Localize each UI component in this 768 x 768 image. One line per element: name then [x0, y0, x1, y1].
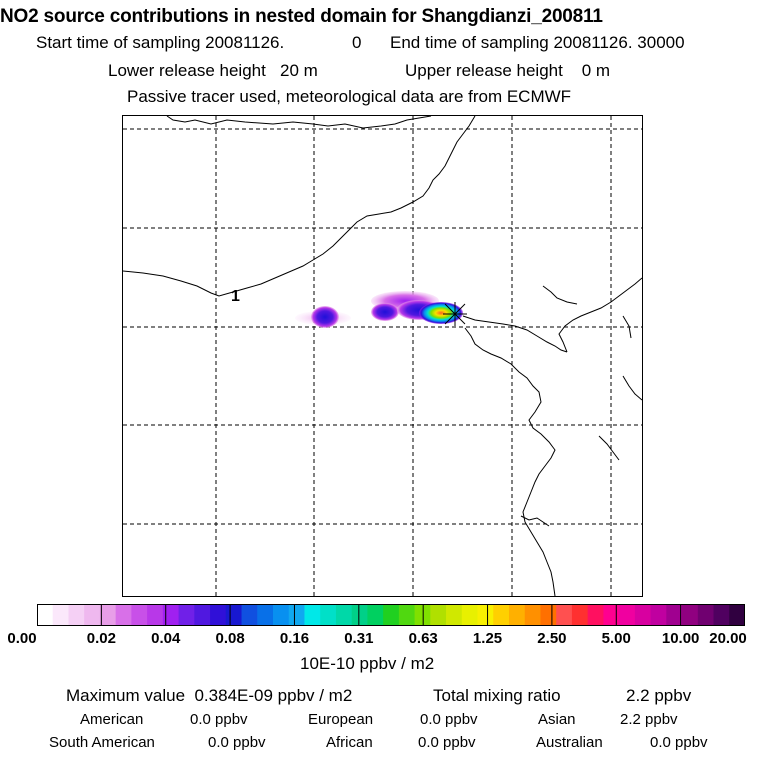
colorbar-swatch: [320, 604, 337, 626]
plume-source-core: [419, 302, 463, 324]
region-value-american: 0.0 ppbv: [190, 711, 248, 728]
colorbar-tick-label: 0.04: [151, 630, 181, 647]
colorbar-swatch: [99, 604, 117, 626]
start-time-value: 0: [352, 33, 362, 52]
region-name-american: American: [80, 711, 144, 728]
map-coastlines: [123, 116, 642, 596]
colorbar-swatch: [194, 604, 211, 626]
upper-release-height: Upper release height 0 m: [405, 61, 611, 80]
colorbar-tick-label: 10.00: [661, 630, 700, 647]
colorbar-swatch: [131, 604, 148, 626]
tracer-note: Passive tracer used, meteorological data…: [127, 87, 572, 106]
colorbar-swatch: [257, 604, 274, 626]
region-value-australian: 0.0 ppbv: [650, 734, 708, 751]
colorbar-swatch: [524, 604, 541, 626]
colorbar-tick-label: 0.63: [408, 630, 438, 647]
maximum-value: Maximum value 0.384E-09 ppbv / m2: [66, 686, 353, 705]
colorbar-tick-label: 0.16: [279, 630, 310, 647]
end-time-label: End time of sampling 20081126. 30000: [390, 33, 685, 52]
colorbar-swatch: [587, 604, 604, 626]
region-value-asian: 2.2 ppbv: [620, 711, 678, 728]
region-name-european: European: [308, 711, 374, 728]
colorbar-swatch: [68, 604, 85, 626]
colorbar-tick-label: 5.00: [601, 630, 631, 647]
colorbar-border: [37, 604, 745, 626]
colorbar-swatch: [713, 604, 730, 626]
region-name-african: African: [326, 734, 373, 751]
colorbar-swatch: [225, 604, 243, 626]
region-value-african: 0.0 ppbv: [418, 734, 476, 751]
colorbar-swatch: [162, 604, 180, 626]
map-frame: 1: [122, 115, 643, 597]
colorbar-swatch: [477, 604, 494, 626]
total-mixing-value: 2.2 ppbv: [626, 686, 692, 705]
lower-release-height: Lower release height 20 m: [108, 61, 318, 80]
colorbar-swatch: [697, 604, 715, 626]
colorbar-swatch: [288, 604, 305, 626]
region-name-asian: Asian: [538, 711, 576, 728]
colorbar-swatch: [383, 604, 400, 626]
region-value-european: 0.0 ppbv: [420, 711, 478, 728]
colorbar-swatch: [241, 604, 258, 626]
colorbar-swatch: [147, 604, 164, 626]
colorbar-swatch: [650, 604, 667, 626]
colorbar-unit: 10E-10 ppbv / m2: [300, 654, 435, 673]
colorbar-swatch: [619, 604, 636, 626]
colorbar-tick-label: 0.02: [86, 630, 116, 647]
map-canvas: 1: [123, 116, 642, 596]
colorbar-swatch: [115, 604, 132, 626]
colorbar-swatch: [304, 604, 321, 626]
colorbar-tick-label: 0.00: [7, 630, 37, 647]
receptor-marker-icon: [443, 302, 467, 326]
colorbar-swatch: [493, 604, 510, 626]
colorbar-swatch: [398, 604, 416, 626]
colorbar-swatch: [603, 604, 620, 626]
colorbar-swatch: [634, 604, 652, 626]
colorbar-swatch: [84, 604, 101, 626]
colorbar-tick-label: 20.00: [709, 630, 747, 647]
colorbar-swatch: [666, 604, 683, 626]
colorbar-tick-label: 0.08: [215, 630, 245, 647]
colorbar: [37, 604, 745, 626]
colorbar-tick-label: 1.25: [472, 630, 503, 647]
colorbar-swatch: [335, 604, 353, 626]
region-name-australian: Australian: [536, 734, 603, 751]
colorbar-tick-label: 2.50: [537, 630, 567, 647]
colorbar-swatch: [729, 604, 745, 626]
colorbar-tick-label: 0.31: [344, 630, 374, 647]
map-marker-label: 1: [231, 288, 240, 305]
colorbar-swatch: [571, 604, 589, 626]
colorbar-swatch: [351, 604, 368, 626]
total-mixing-label: Total mixing ratio: [433, 686, 561, 705]
no2-plume: [295, 291, 463, 328]
colorbar-swatch: [210, 604, 227, 626]
colorbar-swatch: [52, 604, 69, 626]
region-value-south-american: 0.0 ppbv: [208, 734, 266, 751]
map-gridlines: [123, 116, 642, 596]
colorbar-swatch: [178, 604, 195, 626]
colorbar-swatch: [367, 604, 384, 626]
colorbar-swatch: [37, 604, 54, 626]
colorbar-swatch: [446, 604, 463, 626]
colorbar-swatch: [430, 604, 447, 626]
colorbar-swatch: [273, 604, 290, 626]
colorbar-swatch: [540, 604, 557, 626]
plot-title: NO2 source contributions in nested domai…: [0, 6, 603, 27]
colorbar-swatch: [509, 604, 526, 626]
colorbar-swatch: [556, 604, 573, 626]
plume-mid-blob: [371, 303, 399, 321]
start-time-label: Start time of sampling 20081126.: [36, 33, 285, 52]
colorbar-swatch: [682, 604, 699, 626]
plume-west-blob: [311, 306, 339, 328]
colorbar-swatch: [461, 604, 479, 626]
region-name-south-american: South American: [49, 734, 155, 751]
